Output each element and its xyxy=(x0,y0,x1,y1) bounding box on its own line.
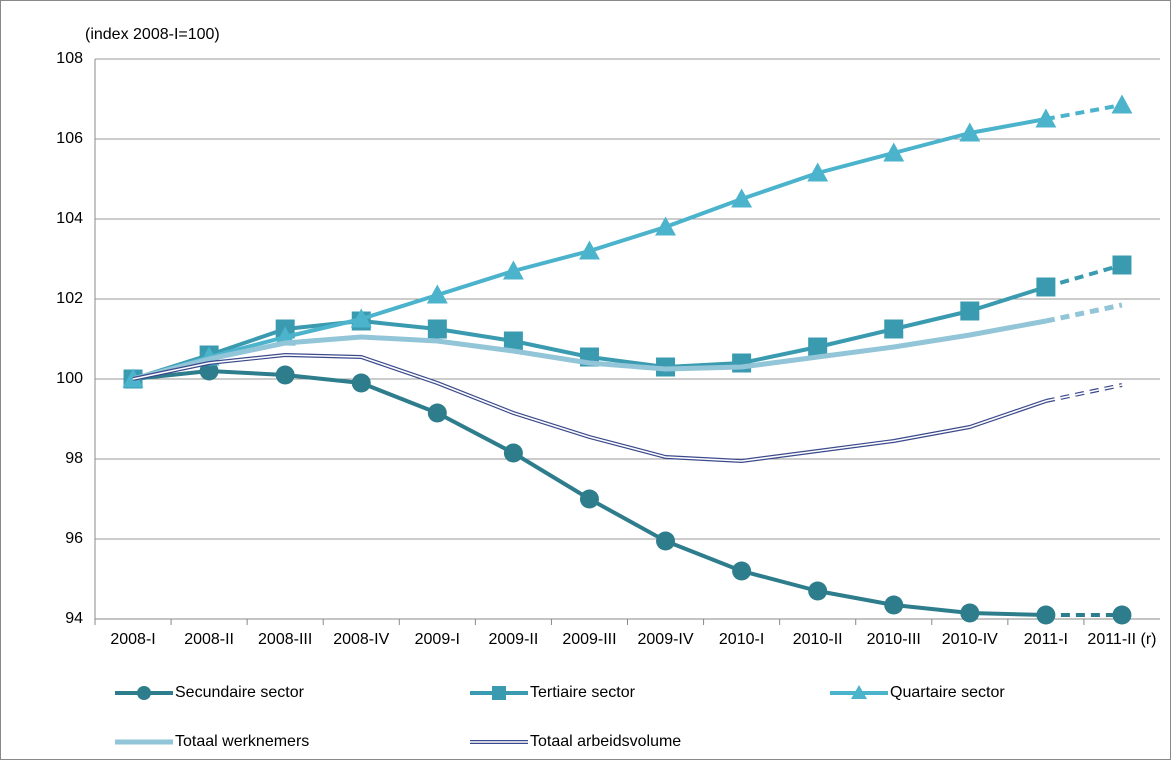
line xyxy=(132,318,1047,382)
legend-label: Totaal werknemers xyxy=(175,733,309,750)
legend-label: Totaal arbeidsvolume xyxy=(530,733,681,750)
marker xyxy=(731,188,753,208)
marker xyxy=(732,561,752,581)
line xyxy=(1045,302,1123,324)
y-tick-label: 102 xyxy=(56,290,83,307)
y-tick-label: 98 xyxy=(65,450,83,467)
marker xyxy=(808,581,828,601)
x-tick-label: 2008-I xyxy=(110,631,156,648)
marker xyxy=(350,308,372,328)
y-tick-label: 106 xyxy=(56,130,83,147)
legend-marker xyxy=(851,685,867,699)
marker xyxy=(883,142,905,162)
marker xyxy=(884,319,904,339)
marker xyxy=(655,216,676,236)
marker xyxy=(503,331,523,351)
line-inner xyxy=(132,354,1047,462)
marker xyxy=(807,162,829,182)
x-tick-label: 2011-II (r) xyxy=(1087,631,1157,648)
marker xyxy=(1111,94,1133,114)
marker xyxy=(1036,605,1056,625)
marker xyxy=(502,260,524,280)
x-tick-label: 2008-IV xyxy=(333,631,390,648)
y-tick-label: 108 xyxy=(56,50,83,67)
line-inner xyxy=(1045,384,1123,402)
y-tick-label: 104 xyxy=(56,210,83,227)
x-tick-label: 2010-IV xyxy=(941,631,998,648)
marker xyxy=(579,240,600,260)
x-tick-label: 2009-II xyxy=(488,631,539,648)
marker xyxy=(427,403,447,423)
x-tick-label: 2010-III xyxy=(866,631,921,648)
marker xyxy=(1112,255,1132,275)
y-axis-label: (index 2008-I=100) xyxy=(85,26,220,43)
x-tick-label: 2008-II xyxy=(184,631,234,648)
x-tick-label: 2010-I xyxy=(718,631,765,648)
marker xyxy=(275,365,295,385)
y-tick-label: 96 xyxy=(65,530,83,547)
x-tick-label: 2011-I xyxy=(1023,631,1068,648)
marker xyxy=(808,337,828,357)
marker xyxy=(656,531,676,551)
marker xyxy=(959,122,981,142)
marker xyxy=(351,373,371,393)
legend-label: Secundaire sector xyxy=(175,684,305,701)
line xyxy=(132,353,1047,463)
x-tick-label: 2009-III xyxy=(562,631,617,648)
marker xyxy=(426,284,448,304)
line xyxy=(1045,103,1123,121)
line xyxy=(1045,263,1123,289)
marker xyxy=(579,489,599,509)
marker xyxy=(884,595,904,615)
y-tick-label: 94 xyxy=(65,610,83,627)
marker xyxy=(427,319,447,339)
marker xyxy=(1035,108,1057,128)
marker xyxy=(1112,605,1132,625)
x-tick-label: 2008-III xyxy=(258,631,313,648)
marker xyxy=(199,361,219,381)
marker xyxy=(960,301,980,321)
y-tick-label: 100 xyxy=(56,370,83,387)
x-tick-label: 2010-II xyxy=(792,631,843,648)
x-tick-label: 2009-I xyxy=(414,631,460,648)
marker xyxy=(960,603,980,623)
x-tick-label: 2009-IV xyxy=(637,631,694,648)
legend-label: Tertiaire sector xyxy=(530,684,636,701)
legend-marker xyxy=(492,686,506,700)
marker xyxy=(503,443,523,463)
legend-marker xyxy=(137,686,151,700)
legend-label: Quartaire sector xyxy=(890,684,1005,701)
marker xyxy=(1036,277,1056,297)
